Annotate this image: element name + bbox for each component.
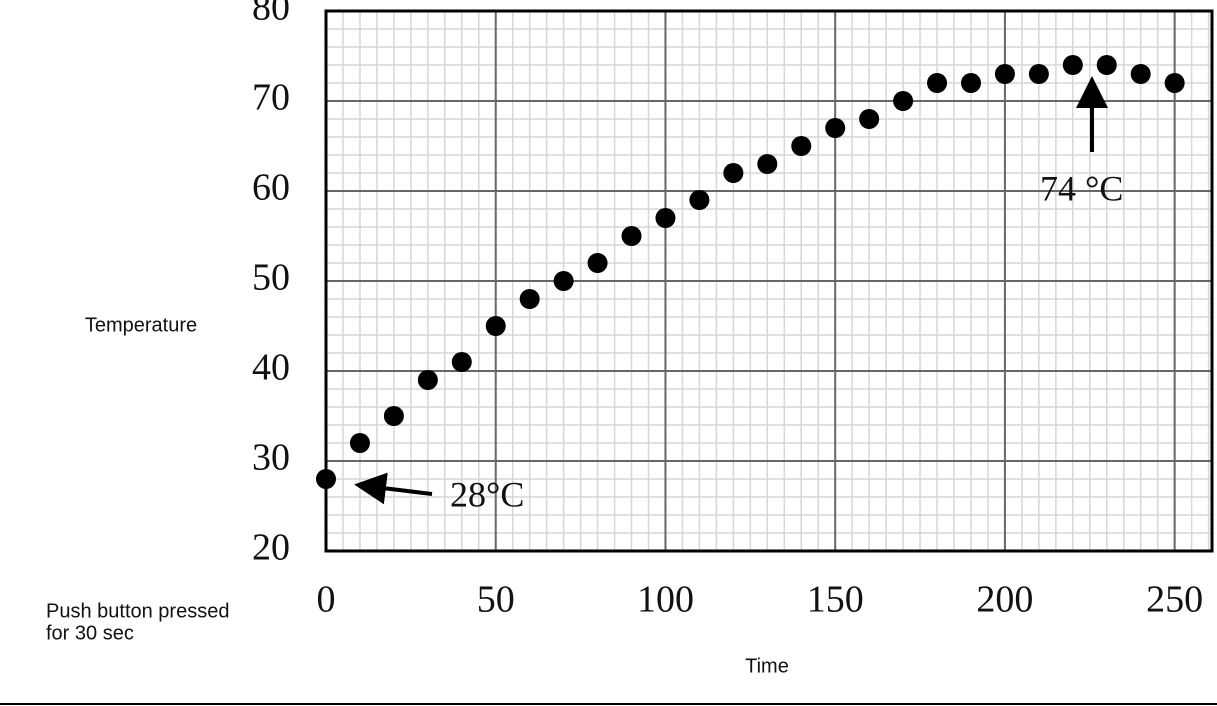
point — [485, 316, 506, 336]
y-tick-label: 50 — [252, 257, 290, 299]
point — [791, 136, 812, 156]
annotation: 28°C — [450, 474, 524, 514]
note: Push button pressed — [46, 600, 229, 622]
point — [689, 190, 710, 210]
x-tick-label: 50 — [477, 579, 515, 621]
point — [553, 271, 574, 291]
x-tick-label: 250 — [1146, 579, 1203, 621]
point — [383, 406, 404, 426]
point — [927, 73, 948, 93]
point — [757, 154, 778, 174]
y-axis-label: Temperature — [85, 314, 197, 336]
point — [1062, 55, 1083, 75]
point — [723, 163, 744, 183]
y-tick-label: 20 — [252, 527, 290, 569]
x-tick-label: 150 — [807, 579, 864, 621]
x-tick-label: 0 — [317, 579, 336, 621]
point — [621, 226, 642, 246]
y-tick-label: 60 — [252, 167, 290, 209]
point — [1028, 64, 1049, 84]
arrow — [354, 472, 433, 505]
point — [349, 433, 370, 453]
x-tick-label: 200 — [976, 579, 1033, 621]
point — [859, 109, 880, 129]
point — [960, 73, 981, 93]
point — [1130, 64, 1151, 84]
x-axis-label: Time — [745, 655, 789, 677]
point — [316, 469, 336, 489]
point — [417, 370, 438, 390]
y-tick-label: 40 — [252, 347, 290, 389]
y-tick-label: 30 — [252, 437, 290, 479]
x-tick-label: 100 — [637, 579, 694, 621]
y-tick-label: 70 — [252, 77, 290, 119]
annotation: 74 °C — [1040, 168, 1123, 208]
point — [1164, 73, 1185, 93]
note: for 30 sec — [46, 622, 134, 644]
point — [451, 352, 472, 372]
point — [825, 118, 846, 138]
point — [994, 64, 1015, 84]
point — [519, 289, 540, 309]
plot-frame — [324, 9, 1214, 553]
point — [1096, 55, 1117, 75]
point — [893, 91, 914, 111]
point — [587, 253, 608, 273]
y-tick-label: 80 — [252, 0, 290, 29]
point — [655, 208, 676, 228]
